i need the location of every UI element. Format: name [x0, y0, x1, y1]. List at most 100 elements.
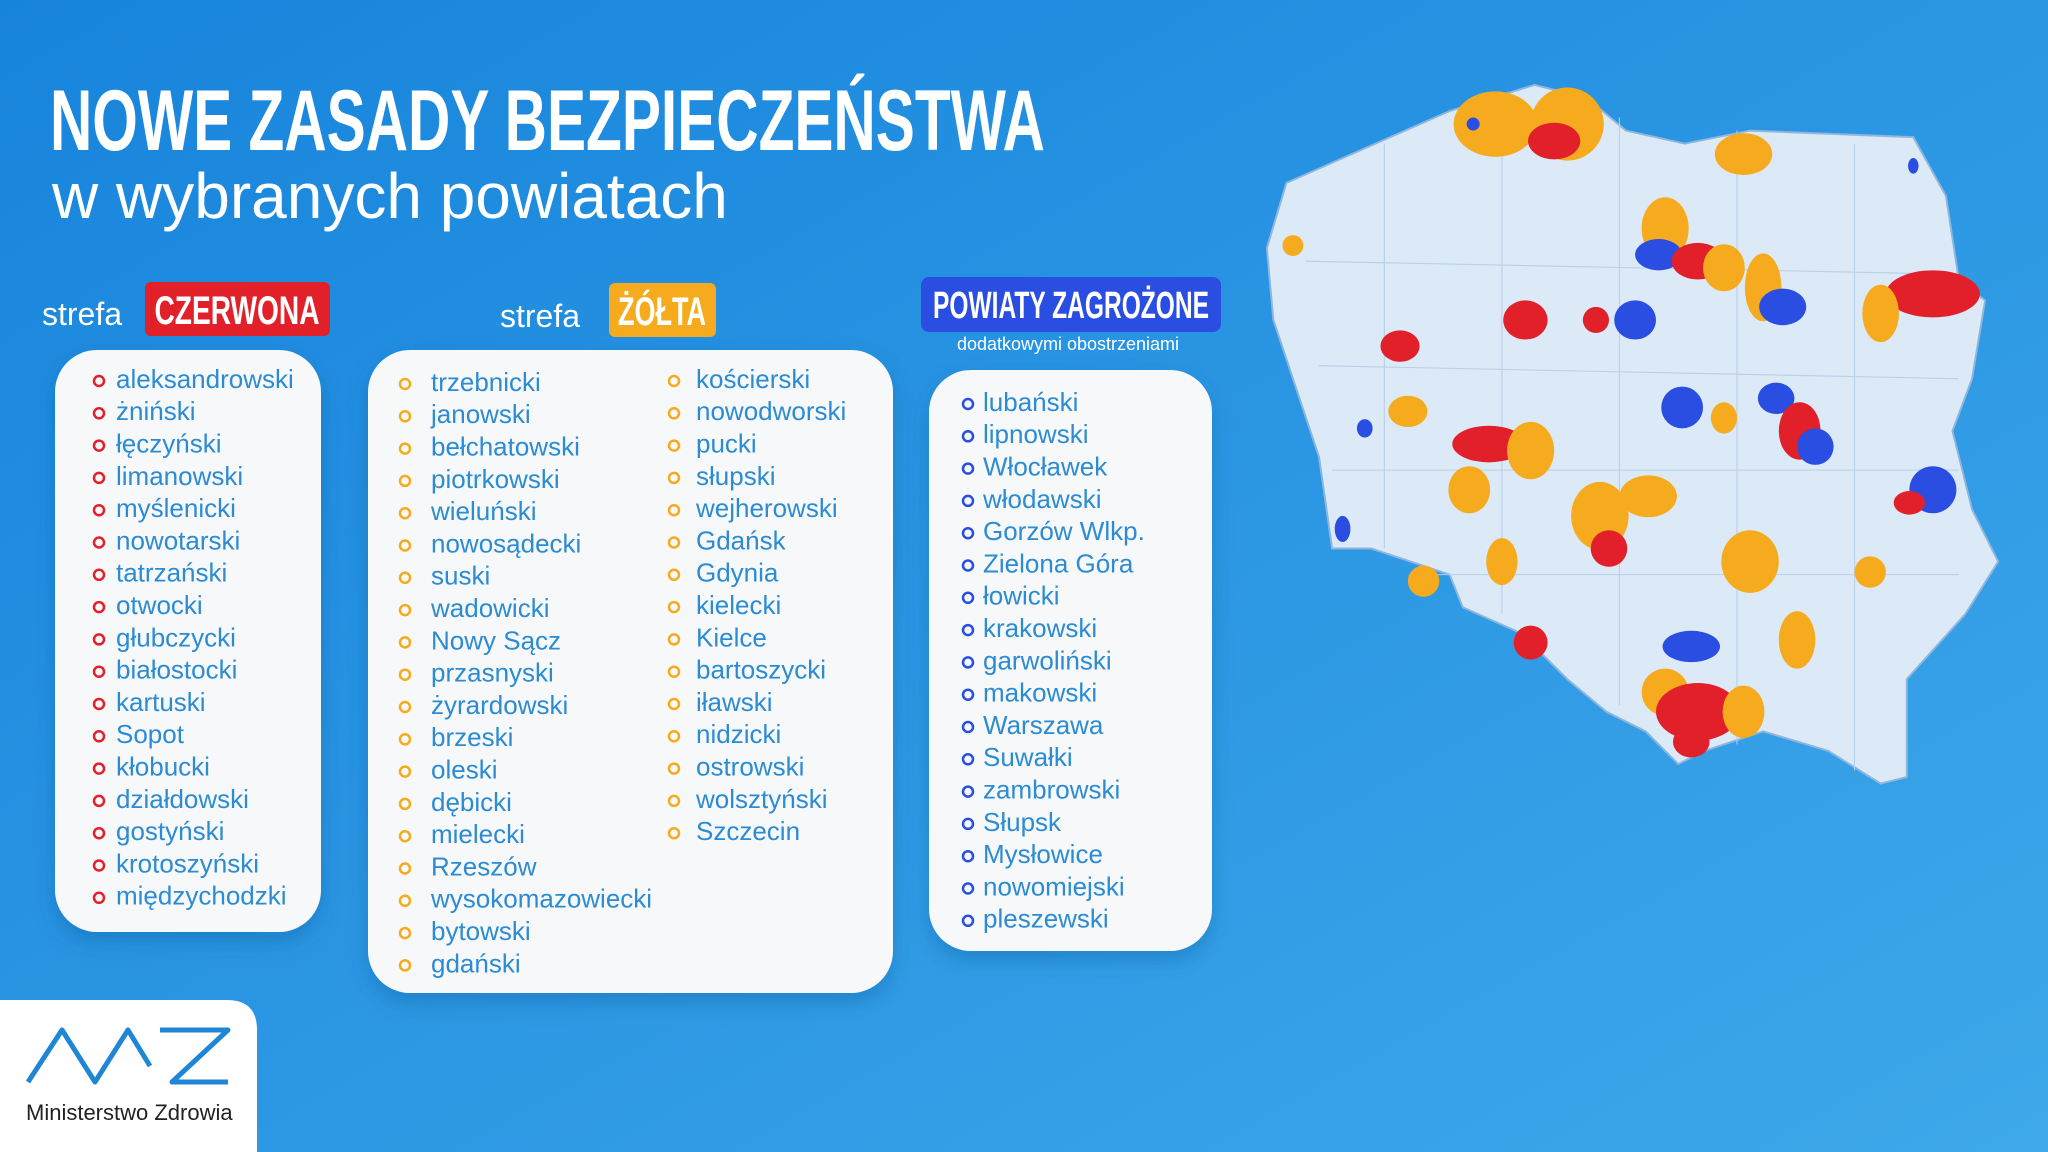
logo-mark: [25, 1027, 231, 1085]
list-item: otwocki: [116, 590, 203, 620]
zone-label: ŻÓŁTA: [618, 288, 706, 334]
zone-prefix: strefa: [42, 296, 122, 332]
list-item: pucki: [696, 428, 757, 458]
list-item: międzychodzki: [116, 881, 287, 911]
bullet: [667, 471, 681, 485]
list-item: pleszewski: [983, 904, 1109, 934]
bullet: [92, 407, 106, 420]
list-item: ostrowski: [696, 751, 804, 781]
list-item: kielecki: [696, 590, 781, 620]
list-item: łowicki: [983, 581, 1060, 611]
bullet: [961, 785, 975, 798]
bullet: [398, 603, 412, 617]
bullet: [667, 730, 681, 743]
bullet: [398, 410, 412, 423]
title: NOWE ZASADY BEZPIECZEŃSTWA: [50, 73, 1045, 169]
bullet: [398, 797, 412, 811]
zone-label-box: [609, 283, 716, 337]
list-card: [929, 370, 1212, 951]
bullet: [667, 826, 681, 840]
zone-subtitle: dodatkowymi obostrzeniami: [957, 334, 1179, 354]
logo-box: [0, 1000, 257, 1152]
bullet: [961, 397, 975, 411]
list-item: Mysłowice: [983, 839, 1103, 869]
bullet: [92, 826, 106, 840]
list-item: wolsztyński: [695, 784, 827, 814]
bullet: [961, 688, 975, 701]
bullet: [398, 377, 412, 391]
bullet: [92, 730, 106, 743]
bullet: [667, 374, 681, 388]
map: [1265, 83, 2000, 785]
list-item: Szczecin: [696, 816, 800, 846]
list-item: bełchatowski: [431, 431, 580, 461]
list-item: nowodworski: [696, 396, 846, 426]
list-item: myślenicki: [116, 493, 236, 523]
bullet: [92, 762, 106, 775]
list-item: kościerski: [696, 364, 810, 394]
list-item: białostocki: [116, 655, 237, 685]
bullet: [92, 439, 106, 452]
bullet: [961, 817, 975, 831]
list-item: wadowicki: [430, 593, 550, 623]
bullet: [961, 720, 975, 734]
bullet: [398, 959, 412, 972]
bullet: [961, 462, 975, 475]
bullet: [667, 568, 681, 582]
bullet: [398, 539, 412, 552]
bullet: [961, 591, 975, 605]
bullet: [667, 503, 681, 517]
bullet: [961, 623, 975, 637]
list-item: garwoliński: [983, 645, 1112, 675]
list-item: wieluński: [430, 496, 537, 526]
list-item: Gdańsk: [696, 525, 787, 555]
list-item: nowomiejski: [983, 871, 1125, 901]
bullet: [398, 636, 412, 649]
bullet: [92, 891, 106, 905]
list-item: trzebnicki: [431, 367, 541, 397]
bullet: [92, 471, 106, 485]
bullet: [961, 526, 975, 540]
list-item: żniński: [116, 396, 195, 426]
list-item: słupski: [696, 461, 775, 491]
list-item: Rzeszów: [431, 851, 537, 881]
list-item: nidzicki: [696, 719, 781, 749]
zone-label: POWIATY ZAGROŻONE: [933, 285, 1209, 327]
list-item: janowski: [430, 399, 531, 429]
list-item: brzeski: [431, 722, 513, 752]
bullet: [92, 633, 106, 646]
bullet: [667, 762, 681, 775]
bullet: [667, 439, 681, 452]
list-item: Nowy Sącz: [431, 625, 561, 655]
bullet: [398, 862, 412, 875]
bullet: [92, 536, 106, 549]
bullet: [961, 849, 975, 863]
list-item: działdowski: [116, 784, 249, 814]
list-item: krakowski: [983, 613, 1097, 643]
list-item: bartoszycki: [696, 655, 826, 685]
bullet: [961, 656, 975, 669]
bullet: [398, 894, 412, 908]
list-item: piotrkowski: [431, 464, 560, 494]
bullet: [667, 600, 681, 614]
zone-label-box: [921, 277, 1221, 332]
list-card: [55, 350, 321, 932]
list-item: Gorzów Wlkp.: [983, 516, 1145, 546]
bullet: [398, 765, 412, 778]
list-item: Gdynia: [696, 558, 779, 588]
bullet: [667, 697, 681, 711]
bullet: [667, 794, 681, 808]
bullet: [398, 571, 412, 585]
list-item: gostyński: [116, 816, 224, 846]
zone-label-box: [145, 282, 330, 336]
bullet: [961, 753, 975, 766]
bullet: [667, 407, 681, 420]
list-item: kartuski: [116, 687, 206, 717]
list-item: Włocławek: [983, 451, 1108, 481]
bullet: [961, 430, 975, 443]
list-item: żyrardowski: [431, 690, 568, 720]
bullet: [92, 503, 106, 517]
bullet: [92, 374, 106, 388]
list-item: suski: [431, 561, 490, 591]
